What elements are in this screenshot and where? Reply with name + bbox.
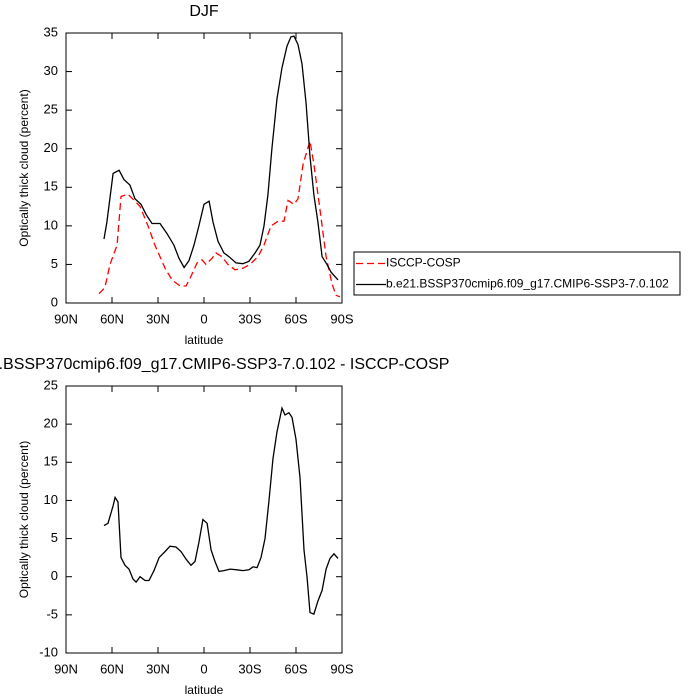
x-tick-label: 60N [100, 311, 124, 326]
y-tick-label: 0 [51, 294, 58, 309]
x-tick-label: 90S [330, 311, 353, 326]
y-tick-label: 15 [44, 454, 58, 469]
y-axis-label: Optically thick cloud (percent) [17, 441, 31, 598]
legend-label: b.e21.BSSP370cmip6.f09_g17.CMIP6-SSP3-7.… [386, 277, 669, 291]
x-axis-label: latitude [185, 333, 224, 347]
y-tick-label: 10 [44, 492, 58, 507]
chart-title: b.e21.BSSP370cmip6.f09_g17.CMIP6-SSP3-7.… [0, 356, 449, 373]
y-tick-label: -10 [39, 644, 58, 659]
x-tick-label: 60N [100, 661, 124, 676]
y-tick-label: 15 [44, 179, 58, 194]
legend-box [353, 251, 681, 296]
data-line [103, 405, 339, 615]
x-tick-label: 30S [238, 311, 261, 326]
x-tick-label: 90N [54, 661, 78, 676]
chart-title: DJF [189, 3, 219, 20]
y-tick-label: 10 [44, 217, 58, 232]
data-line [103, 35, 339, 281]
legend-label: ISCCP-COSP [386, 256, 461, 270]
x-axis-label: latitude [185, 683, 224, 697]
y-tick-label: 30 [44, 63, 58, 78]
y-tick-label: 25 [44, 377, 58, 392]
x-tick-label: 0 [200, 661, 207, 676]
x-tick-label: 60S [284, 661, 307, 676]
x-tick-label: 30N [146, 311, 170, 326]
x-tick-label: 30S [238, 661, 261, 676]
y-tick-label: 25 [44, 102, 58, 117]
x-tick-label: 90S [330, 661, 353, 676]
y-axis-label: Optically thick cloud (percent) [17, 89, 31, 246]
y-tick-label: 20 [44, 416, 58, 431]
x-tick-label: 0 [200, 311, 207, 326]
x-tick-label: 90N [54, 311, 78, 326]
y-tick-label: 5 [51, 256, 58, 271]
y-tick-label: 5 [51, 530, 58, 545]
y-tick-label: 35 [44, 24, 58, 39]
y-tick-label: -5 [46, 606, 58, 621]
plot-frame [65, 385, 343, 654]
x-tick-label: 30N [146, 661, 170, 676]
x-tick-label: 60S [284, 311, 307, 326]
y-tick-label: 0 [51, 568, 58, 583]
data-line [98, 140, 341, 298]
y-tick-label: 20 [44, 140, 58, 155]
